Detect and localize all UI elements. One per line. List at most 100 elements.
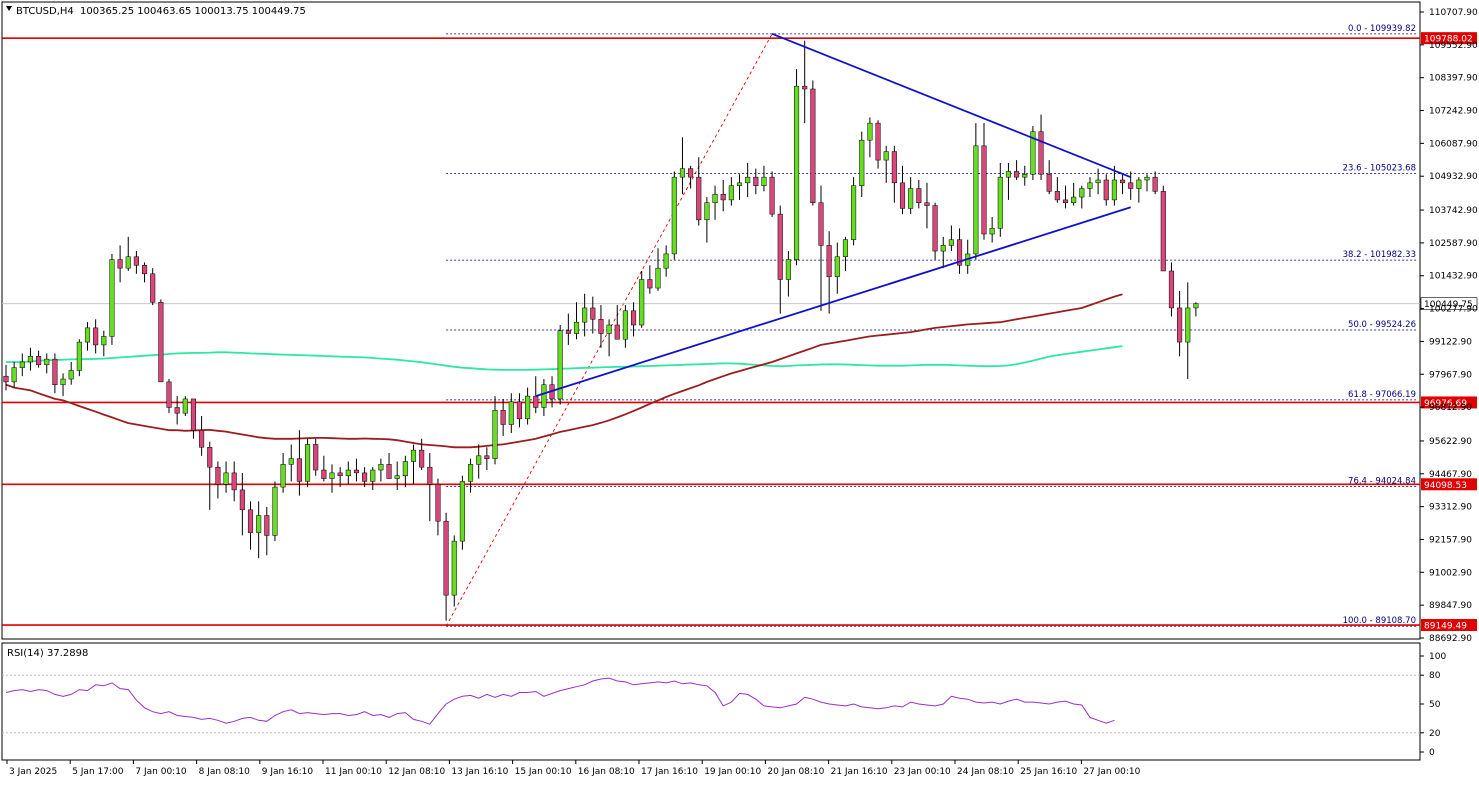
- candle-bearish: [239, 489, 245, 511]
- candle-bullish: [182, 398, 188, 414]
- time-tick-label: 20 Jan 08:10: [767, 767, 824, 777]
- candle-bullish: [1185, 307, 1191, 343]
- candle-bullish: [329, 472, 335, 479]
- candle-bearish: [443, 520, 449, 596]
- candle-bearish: [142, 265, 148, 275]
- candle-bullish: [223, 472, 229, 485]
- candle-bullish: [557, 330, 563, 400]
- price-tick-label: 109552.90: [1429, 41, 1478, 51]
- candle-bearish: [696, 176, 702, 221]
- fib-level-label: 0.0 - 109939.82: [1348, 24, 1416, 34]
- candle-bearish: [720, 193, 726, 201]
- fib-level-label: 100.0 - 89108.70: [1343, 616, 1416, 626]
- candle-bullish: [973, 145, 979, 255]
- candle-bearish: [957, 239, 963, 266]
- candle-bullish: [1079, 188, 1085, 198]
- candle-bearish: [802, 85, 808, 90]
- candle-bullish: [451, 540, 457, 596]
- candle-bearish: [1062, 199, 1069, 203]
- price-tick-label: 91002.90: [1429, 568, 1472, 578]
- candle-bearish: [1120, 179, 1126, 184]
- moving-average-slow-line: [5, 293, 1123, 449]
- candle-bearish: [810, 88, 816, 203]
- time-tick-label: 9 Jan 16:10: [262, 767, 314, 777]
- price-tick-label: 93312.90: [1429, 503, 1472, 513]
- candle-bearish: [427, 466, 433, 485]
- candle-bearish: [337, 472, 343, 476]
- candle-bearish: [1160, 191, 1166, 272]
- candle-bearish: [313, 444, 319, 471]
- fib-level-label: 38.2 - 101982.33: [1343, 250, 1416, 260]
- candle-bullish: [948, 239, 954, 246]
- candle-bearish: [777, 213, 783, 280]
- candle-bullish: [679, 168, 686, 178]
- candlesticks: [3, 40, 1199, 621]
- level-price-label: 96976.69: [1424, 399, 1467, 409]
- candle-bullish: [44, 358, 50, 366]
- candle-bullish: [402, 461, 408, 476]
- fib-level-label: 76.4 - 94024.84: [1348, 476, 1416, 486]
- candle-bullish: [1005, 171, 1012, 178]
- candle-bullish: [842, 239, 849, 258]
- candle-bearish: [1014, 171, 1020, 178]
- candle-bullish: [394, 475, 400, 479]
- level-price-label: 109788.02: [1424, 35, 1473, 45]
- time-tick-label: 24 Jan 08:10: [957, 767, 1014, 777]
- candle-bullish: [1030, 131, 1036, 175]
- time-tick-label: 3 Jan 2025: [9, 767, 57, 777]
- fib-level-label: 23.6 - 105023.68: [1343, 164, 1416, 174]
- candle-bearish: [133, 256, 139, 266]
- candle-bullish: [68, 370, 74, 380]
- candle-bullish: [525, 395, 531, 420]
- candle-bearish: [174, 407, 180, 414]
- candle-bearish: [516, 401, 523, 420]
- level-price-label: 89149.49: [1424, 622, 1467, 632]
- price-tick-label: 88692.90: [1429, 634, 1472, 644]
- price-tick-label: 104932.90: [1429, 172, 1478, 182]
- candle-bearish: [190, 398, 196, 431]
- candle-bullish: [883, 151, 889, 161]
- candle-bearish: [484, 455, 490, 459]
- candle-bullish: [704, 202, 710, 221]
- price-tick-label: 106087.90: [1429, 139, 1478, 149]
- candle-bearish: [875, 122, 881, 161]
- candle-bullish: [736, 182, 743, 186]
- candle-bullish: [370, 469, 376, 482]
- rsi-tick-label: 50: [1429, 700, 1441, 710]
- price-tick-label: 89847.90: [1429, 601, 1472, 611]
- candle-bullish: [1022, 174, 1028, 178]
- price-tick-label: 101432.90: [1429, 272, 1478, 282]
- candle-bearish: [117, 259, 123, 269]
- fibonacci-retracement: 0.0 - 109939.82 23.6 - 105023.68 38.2 - 10…: [445, 24, 1418, 627]
- candle-bearish: [296, 458, 302, 482]
- candle-bullish: [671, 176, 677, 255]
- candle-bullish: [541, 384, 547, 408]
- candle-bearish: [916, 188, 922, 203]
- candle-bullish: [305, 444, 311, 482]
- candle-bearish: [1054, 191, 1060, 201]
- rsi-tick-label: 0: [1429, 748, 1435, 758]
- rsi-panel-frame: [1, 642, 1421, 761]
- dropdown-triangle-icon[interactable]: [6, 6, 12, 11]
- fib-level-label: 50.0 - 99524.26: [1348, 320, 1416, 330]
- current-price-label: 100449.75: [1424, 300, 1473, 310]
- candle-bearish: [1152, 176, 1158, 192]
- candle-bearish: [533, 395, 539, 408]
- time-tick-label: 19 Jan 00:10: [704, 767, 761, 777]
- level-price-tag: [1421, 619, 1477, 632]
- rsi-tick-label: 100: [1429, 652, 1446, 662]
- candle-bearish: [3, 375, 9, 383]
- candle-bullish: [1111, 179, 1117, 201]
- time-tick-label: 17 Jan 16:10: [641, 767, 698, 777]
- candle-bearish: [231, 472, 237, 491]
- candle-bearish: [247, 509, 254, 533]
- candle-bullish: [288, 458, 294, 465]
- candle-bearish: [647, 279, 653, 289]
- time-tick-label: 8 Jan 08:10: [199, 767, 251, 777]
- candle-bullish: [997, 176, 1003, 229]
- candle-bearish: [932, 205, 938, 252]
- level-price-tag: [1421, 32, 1477, 45]
- price-tick-label: 99122.90: [1429, 337, 1472, 347]
